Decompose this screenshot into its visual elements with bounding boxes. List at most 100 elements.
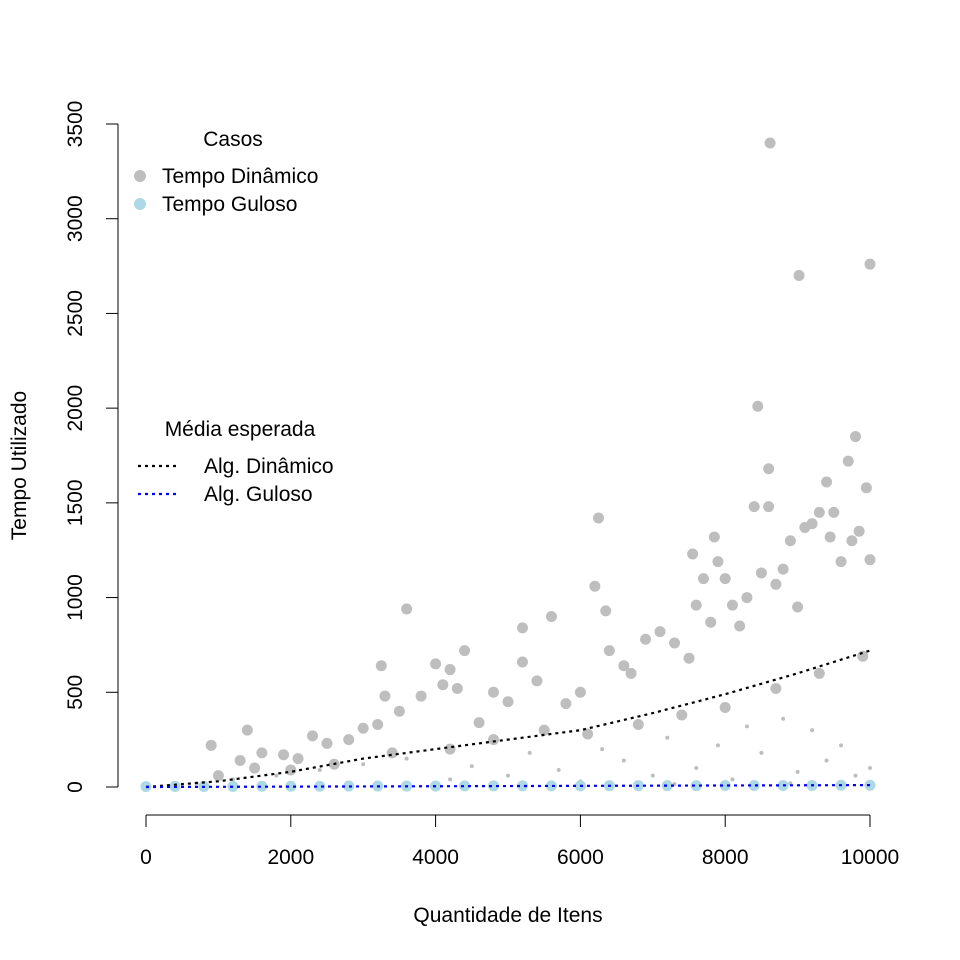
point-dinamico — [835, 556, 847, 568]
point-dinamico-small — [839, 743, 844, 748]
mean-line-dinamico — [145, 649, 871, 789]
point-dinamico — [842, 455, 854, 467]
point-dinamico — [853, 525, 865, 537]
point-guloso — [488, 780, 500, 792]
x-tick-label: 6000 — [557, 846, 604, 869]
point-dinamico — [697, 573, 709, 585]
mean-lines — [145, 649, 871, 789]
point-dinamico — [256, 747, 268, 759]
point-dinamico — [705, 616, 717, 628]
point-dinamico — [712, 556, 724, 568]
point-guloso — [459, 780, 471, 792]
x-tick-label: 8000 — [702, 846, 749, 869]
point-dinamico-small — [527, 750, 532, 755]
point-dinamico-small — [868, 766, 872, 771]
point-dinamico — [357, 722, 369, 734]
point-dinamico — [669, 637, 681, 649]
point-guloso — [285, 780, 297, 792]
point-guloso — [343, 780, 355, 792]
point-dinamico-small — [730, 777, 735, 782]
point-dinamico — [307, 730, 319, 742]
point-dinamico — [488, 686, 500, 698]
point-dinamico — [625, 667, 637, 679]
y-tick-label: 0 — [64, 781, 87, 793]
point-dinamico — [654, 626, 666, 638]
point-dinamico — [632, 718, 644, 730]
point-dinamico-small — [744, 724, 749, 729]
point-dinamico-small — [274, 773, 279, 778]
point-dinamico — [560, 698, 572, 710]
point-dinamico-small — [853, 773, 858, 778]
point-dinamico — [864, 258, 876, 270]
point-dinamico-small — [621, 758, 626, 763]
point-dinamico — [593, 512, 604, 524]
point-dinamico — [770, 578, 782, 590]
point-guloso — [661, 780, 673, 792]
point-dinamico-small — [810, 728, 815, 733]
point-guloso — [864, 779, 876, 791]
point-dinamico — [386, 747, 398, 759]
x-axis-title: Quantidade de Itens — [413, 904, 602, 927]
point-dinamico — [764, 137, 776, 149]
point-dinamico-small — [824, 758, 829, 763]
point-dinamico — [777, 563, 789, 575]
point-dinamico — [574, 686, 586, 698]
y-tick-label: 3500 — [64, 101, 87, 148]
point-dinamico-small — [781, 716, 786, 721]
point-guloso — [690, 780, 702, 792]
point-dinamico-small — [795, 769, 800, 774]
point-dinamico-small — [469, 764, 474, 769]
point-dinamico — [618, 660, 630, 672]
point-dinamico — [792, 601, 804, 613]
legend-cases-label: Tempo Dinâmico — [162, 165, 318, 188]
point-dinamico — [516, 622, 528, 634]
point-dinamico — [850, 431, 862, 443]
point-dinamico — [589, 580, 601, 592]
point-dinamico — [683, 652, 695, 664]
point-dinamico — [488, 734, 500, 746]
point-dinamico — [531, 675, 543, 687]
point-dinamico — [437, 679, 449, 691]
y-tick-label: 2500 — [64, 290, 87, 337]
point-dinamico — [857, 650, 869, 662]
point-dinamico — [538, 724, 550, 736]
point-dinamico — [770, 682, 782, 694]
point-dinamico — [763, 463, 775, 475]
point-dinamico — [690, 599, 702, 611]
point-dinamico — [640, 633, 652, 645]
point-dinamico-small — [506, 773, 510, 778]
point-dinamico — [343, 734, 355, 746]
point-dinamico-small — [361, 762, 366, 767]
point-dinamico — [784, 535, 796, 547]
point-dinamico-small — [448, 777, 453, 782]
point-dinamico — [748, 501, 760, 513]
point-dinamico — [379, 690, 391, 702]
point-dinamico-small — [650, 773, 655, 778]
point-dinamico — [821, 476, 833, 488]
point-dinamico — [372, 718, 384, 730]
legend-cases-title: Casos — [203, 128, 263, 151]
point-dinamico-small — [556, 767, 561, 772]
point-dinamico — [860, 482, 872, 494]
point-dinamico — [726, 599, 738, 611]
point-dinamico — [401, 603, 413, 615]
legend-mean-title: Média esperada — [165, 418, 316, 441]
y-tick-label: 500 — [64, 675, 87, 710]
point-guloso — [314, 780, 326, 792]
point-dinamico — [734, 620, 746, 632]
point-dinamico — [603, 645, 615, 657]
point-dinamico-small — [404, 756, 409, 761]
point-dinamico — [205, 739, 217, 751]
point-dinamico — [687, 548, 699, 560]
point-dinamico — [321, 737, 333, 749]
point-dinamico — [719, 701, 731, 713]
x-tick-label: 4000 — [412, 846, 459, 869]
point-guloso — [748, 779, 760, 791]
data-marks — [140, 137, 876, 793]
point-dinamico — [375, 660, 387, 672]
y-axis-title: Tempo Utilizado — [8, 391, 31, 540]
point-dinamico — [516, 656, 528, 668]
y-tick-label: 1500 — [64, 479, 87, 526]
point-dinamico — [741, 592, 753, 604]
